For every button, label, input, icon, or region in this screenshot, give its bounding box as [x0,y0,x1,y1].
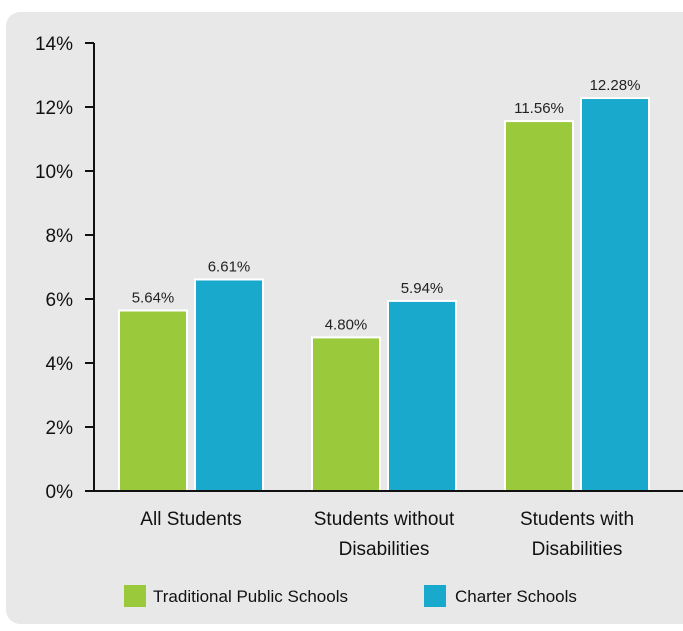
y-tick-label: 12% [35,98,73,119]
legend: Traditional Public Schools Charter School… [124,585,577,607]
y-tick-label: 14% [35,34,73,55]
y-tick-label: 8% [46,226,74,247]
legend-label: Traditional Public Schools [153,587,348,606]
y-tick-label: 2% [46,418,74,439]
data-label: 5.64% [132,290,175,307]
bar [118,309,188,492]
category-label: All Students [140,509,241,530]
bar [194,278,264,493]
legend-label: Charter Schools [455,587,577,606]
legend-swatch [124,585,146,607]
data-label: 4.80% [325,316,368,333]
y-tick-label: 4% [46,354,74,375]
bar [504,120,574,493]
y-tick-label: 6% [46,290,74,311]
data-label: 11.56% [514,100,564,117]
category-label: Students with [520,509,634,530]
bars [118,97,650,493]
x-axis: All Students Students without Disabilities… [94,490,683,560]
bar [580,97,650,492]
legend-swatch [424,585,446,607]
bar [387,299,457,493]
bar [311,336,381,492]
category-label: Disabilities [339,539,430,560]
data-labels: 5.64% 6.61% 4.80% 5.94% 11.56% 12.28% [132,77,641,333]
data-label: 5.94% [401,280,444,297]
y-tick-label: 10% [35,162,73,183]
category-label: Disabilities [532,539,623,560]
category-label: Students without [314,509,455,530]
y-tick-label: 0% [46,482,74,503]
y-axis: 0% 2% 4% 6% 8% 10% 12% 14% [35,34,95,503]
data-label: 12.28% [590,77,641,94]
data-label: 6.61% [208,258,251,275]
